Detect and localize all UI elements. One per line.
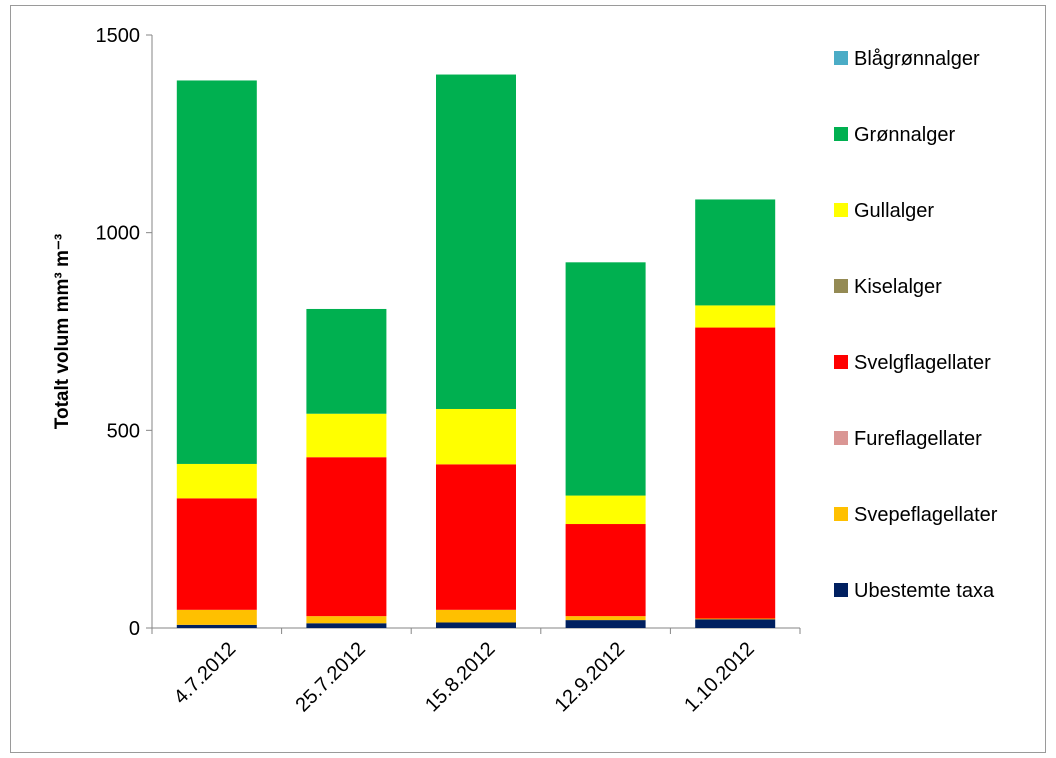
x-tick-label: 4.7.2012 — [170, 638, 241, 709]
y-tick-label: 500 — [107, 420, 140, 442]
bar-segment — [176, 463, 257, 499]
legend-swatch — [834, 507, 848, 521]
y-axis-title: Totalt volum mm³ m⁻³ — [52, 234, 73, 429]
bar-segment — [306, 413, 387, 458]
bar-segment — [565, 262, 646, 496]
bar-segment — [695, 199, 776, 306]
bar-segment — [176, 498, 257, 610]
legend-label: Ubestemte taxa — [854, 580, 995, 602]
bar-segment — [306, 457, 387, 617]
bar-segment — [436, 74, 516, 409]
legend-label: Svelgflagellater — [854, 352, 991, 374]
bar-segment — [306, 623, 387, 628]
y-tick-label: 1000 — [96, 223, 141, 245]
x-tick-label: 15.8.2012 — [421, 638, 499, 716]
legend-swatch — [834, 431, 848, 445]
bar-segment — [436, 464, 516, 610]
bar-segment — [695, 305, 776, 328]
bar-segment — [695, 619, 776, 628]
bar-segment — [436, 609, 516, 623]
legend-swatch — [834, 279, 848, 293]
legend-swatch — [834, 583, 848, 597]
bar-segment — [306, 308, 387, 414]
x-tick-label: 1.10.2012 — [680, 638, 758, 716]
bar-segment — [565, 495, 646, 525]
y-tick-label: 1500 — [96, 25, 141, 47]
legend-swatch — [834, 203, 848, 217]
x-tick-label: 25.7.2012 — [291, 638, 369, 716]
legend-swatch — [834, 355, 848, 369]
bar-segment — [695, 327, 776, 619]
legend-label: Fureflagellater — [854, 428, 982, 450]
bar-segment — [176, 80, 257, 464]
y-tick-label: 0 — [129, 618, 140, 640]
legend-swatch — [834, 51, 848, 65]
bar-segment — [306, 616, 387, 624]
bar-segment — [436, 408, 516, 465]
legend-label: Svepeflagellater — [854, 504, 998, 526]
legend-label: Blågrønnalger — [854, 48, 980, 70]
legend-label: Kiselalger — [854, 276, 942, 298]
bar-segment — [436, 622, 516, 628]
legend-label: Grønnalger — [854, 124, 955, 146]
bar-segment — [176, 609, 257, 625]
x-tick-label: 12.9.2012 — [551, 638, 629, 716]
legend-label: Gullalger — [854, 200, 934, 222]
legend-swatch — [834, 127, 848, 141]
bar-segment — [176, 624, 257, 628]
chart-frame — [10, 5, 1046, 753]
bar-segment — [565, 616, 646, 621]
bar-segment — [565, 620, 646, 628]
bar-segment — [695, 618, 776, 620]
bar-segment — [565, 524, 646, 617]
